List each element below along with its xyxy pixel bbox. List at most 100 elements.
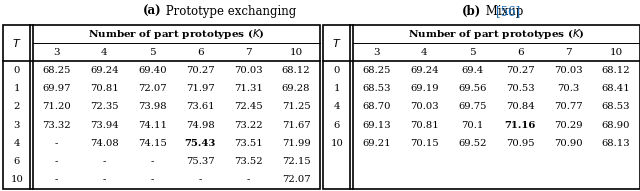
- Text: 70.53: 70.53: [506, 84, 534, 93]
- Text: 6: 6: [13, 157, 20, 166]
- Text: 10: 10: [609, 48, 623, 57]
- Text: 72.07: 72.07: [282, 176, 310, 185]
- Text: Prototype exchanging: Prototype exchanging: [161, 5, 296, 18]
- Text: -: -: [150, 157, 154, 166]
- Text: -: -: [198, 176, 202, 185]
- Text: 72.35: 72.35: [90, 102, 119, 112]
- Text: -: -: [55, 157, 58, 166]
- Text: 5: 5: [149, 48, 156, 57]
- Text: 70.84: 70.84: [506, 102, 534, 112]
- Text: 69.56: 69.56: [458, 84, 486, 93]
- Text: 10: 10: [330, 139, 343, 148]
- Text: 70.27: 70.27: [506, 66, 534, 75]
- Text: 6: 6: [333, 121, 340, 130]
- Text: 4: 4: [421, 48, 428, 57]
- Text: 74.98: 74.98: [186, 121, 214, 130]
- Text: 71.31: 71.31: [234, 84, 262, 93]
- Text: 4: 4: [13, 139, 20, 148]
- Text: 6: 6: [517, 48, 524, 57]
- Text: 68.53: 68.53: [602, 102, 630, 112]
- Text: 10: 10: [289, 48, 303, 57]
- Text: 6: 6: [197, 48, 204, 57]
- Text: $T$: $T$: [12, 37, 21, 49]
- Text: -: -: [246, 176, 250, 185]
- Text: (a): (a): [143, 5, 161, 18]
- Text: -: -: [55, 139, 58, 148]
- Text: Number of part prototypes ($K$): Number of part prototypes ($K$): [88, 27, 265, 41]
- Text: 3: 3: [53, 48, 60, 57]
- Text: 70.27: 70.27: [186, 66, 214, 75]
- Text: 70.1: 70.1: [461, 121, 484, 130]
- Text: Number of part prototypes ($K$): Number of part prototypes ($K$): [408, 27, 585, 41]
- Text: 3: 3: [373, 48, 380, 57]
- Text: 70.29: 70.29: [554, 121, 582, 130]
- Text: -: -: [150, 176, 154, 185]
- Text: 73.52: 73.52: [234, 157, 262, 166]
- Text: 1: 1: [13, 84, 20, 93]
- Text: 69.75: 69.75: [458, 102, 486, 112]
- Text: 75.37: 75.37: [186, 157, 214, 166]
- Text: 71.99: 71.99: [282, 139, 310, 148]
- Text: 68.12: 68.12: [602, 66, 630, 75]
- Text: 74.08: 74.08: [90, 139, 119, 148]
- Text: 69.28: 69.28: [282, 84, 310, 93]
- Text: 0: 0: [13, 66, 20, 75]
- Text: 70.77: 70.77: [554, 102, 582, 112]
- Text: 73.98: 73.98: [138, 102, 166, 112]
- Text: 2: 2: [13, 102, 20, 112]
- Text: 68.13: 68.13: [602, 139, 630, 148]
- Bar: [3, 25, 320, 189]
- Text: Mixup: Mixup: [482, 5, 527, 18]
- Text: 69.52: 69.52: [458, 139, 486, 148]
- Text: 73.51: 73.51: [234, 139, 262, 148]
- Text: 69.97: 69.97: [42, 84, 71, 93]
- Text: 71.25: 71.25: [282, 102, 310, 112]
- Text: -: -: [103, 176, 106, 185]
- Text: 70.03: 70.03: [234, 66, 262, 75]
- Text: [56]: [56]: [496, 5, 520, 18]
- Text: 74.15: 74.15: [138, 139, 167, 148]
- Text: 73.61: 73.61: [186, 102, 214, 112]
- Text: 69.24: 69.24: [90, 66, 119, 75]
- Text: (b): (b): [462, 5, 482, 18]
- Text: 0: 0: [333, 66, 340, 75]
- Text: 7: 7: [245, 48, 252, 57]
- Text: 73.22: 73.22: [234, 121, 262, 130]
- Text: 4: 4: [333, 102, 340, 112]
- Text: 71.97: 71.97: [186, 84, 214, 93]
- Text: $T$: $T$: [332, 37, 341, 49]
- Text: 75.43: 75.43: [184, 139, 216, 148]
- Text: 70.15: 70.15: [410, 139, 439, 148]
- Text: 73.32: 73.32: [42, 121, 71, 130]
- Text: -: -: [103, 157, 106, 166]
- Text: 72.07: 72.07: [138, 84, 166, 93]
- Text: 70.03: 70.03: [410, 102, 439, 112]
- Text: 3: 3: [13, 121, 20, 130]
- Text: 72.15: 72.15: [282, 157, 310, 166]
- Text: 68.12: 68.12: [282, 66, 310, 75]
- Text: 69.4: 69.4: [461, 66, 483, 75]
- Text: 68.25: 68.25: [362, 66, 391, 75]
- Text: 4: 4: [101, 48, 108, 57]
- Text: 69.21: 69.21: [362, 139, 391, 148]
- Text: 69.40: 69.40: [138, 66, 166, 75]
- Text: 70.95: 70.95: [506, 139, 534, 148]
- Text: 72.45: 72.45: [234, 102, 262, 112]
- Text: 73.94: 73.94: [90, 121, 119, 130]
- Text: 1: 1: [333, 84, 340, 93]
- Text: 10: 10: [10, 176, 23, 185]
- Text: 68.70: 68.70: [362, 102, 391, 112]
- Text: 70.81: 70.81: [90, 84, 119, 93]
- Text: 68.53: 68.53: [362, 84, 391, 93]
- Text: 71.20: 71.20: [42, 102, 71, 112]
- Text: 69.19: 69.19: [410, 84, 439, 93]
- Text: 68.41: 68.41: [602, 84, 630, 93]
- Text: -: -: [55, 176, 58, 185]
- Text: 69.24: 69.24: [410, 66, 439, 75]
- Text: 71.67: 71.67: [282, 121, 310, 130]
- Text: 5: 5: [469, 48, 476, 57]
- Text: 70.3: 70.3: [557, 84, 579, 93]
- Text: 7: 7: [565, 48, 572, 57]
- Text: 70.90: 70.90: [554, 139, 582, 148]
- Text: 70.03: 70.03: [554, 66, 582, 75]
